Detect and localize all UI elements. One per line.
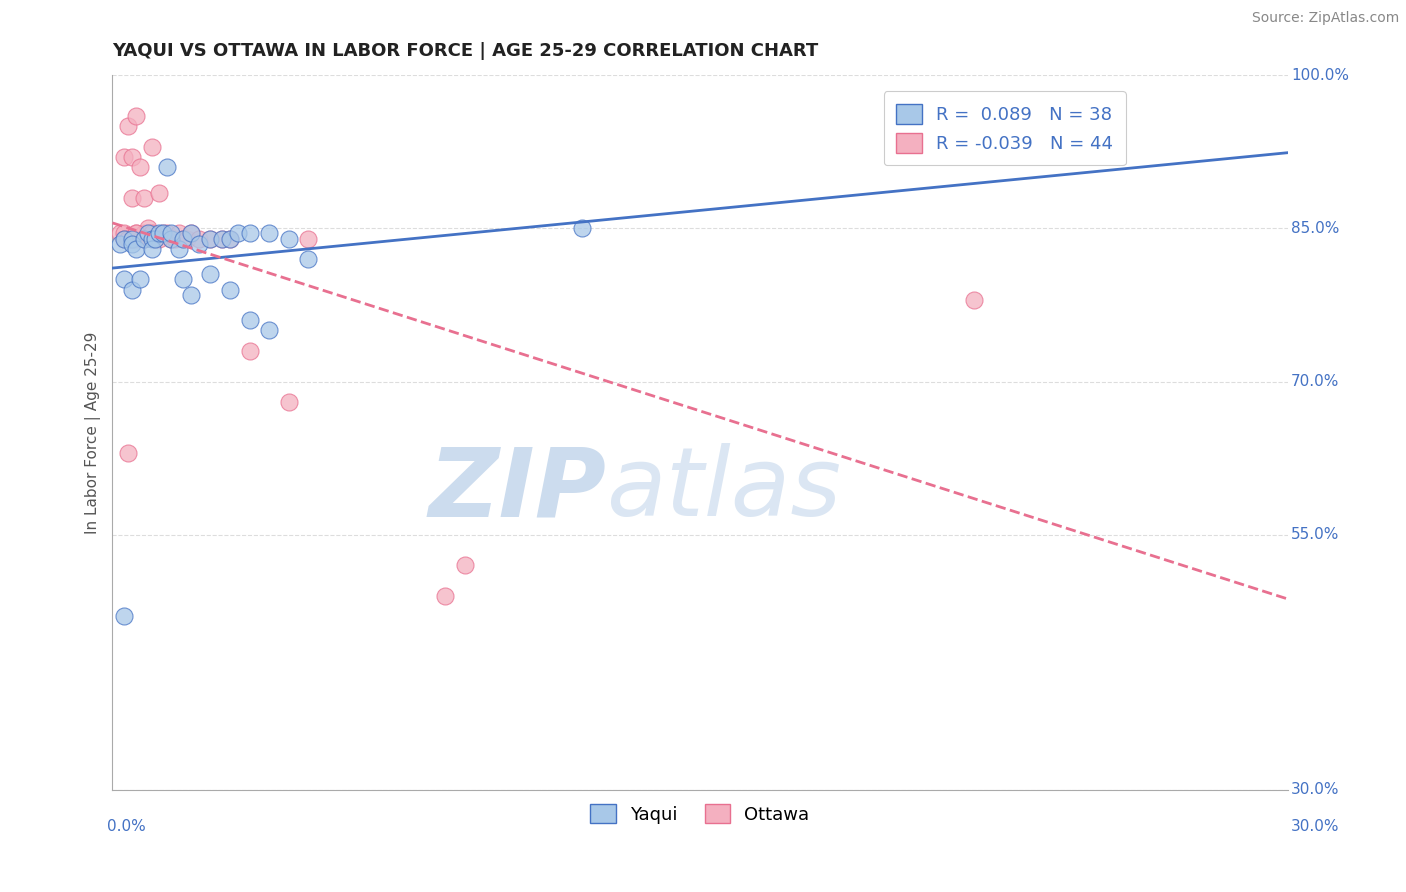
- Point: [180, 227, 202, 241]
- Point: [136, 227, 159, 241]
- Point: [160, 231, 183, 245]
- Point: [112, 150, 135, 164]
- Point: [112, 272, 135, 286]
- Point: [200, 268, 222, 282]
- Point: [152, 227, 174, 241]
- Point: [121, 231, 143, 245]
- Point: [257, 227, 280, 241]
- Point: [277, 231, 299, 245]
- Point: [226, 227, 249, 241]
- Text: 30.0%: 30.0%: [1291, 819, 1340, 833]
- Point: [148, 186, 170, 200]
- Point: [219, 231, 242, 245]
- Text: 30.0%: 30.0%: [1291, 782, 1340, 797]
- Point: [172, 231, 194, 245]
- Point: [112, 231, 135, 245]
- Point: [125, 109, 148, 123]
- Point: [211, 231, 233, 245]
- Point: [238, 343, 260, 358]
- Point: [110, 227, 132, 241]
- Point: [297, 231, 319, 245]
- Point: [156, 227, 179, 241]
- Point: [136, 221, 159, 235]
- Point: [172, 272, 194, 286]
- Point: [187, 236, 209, 251]
- Point: [434, 589, 457, 603]
- Text: 100.0%: 100.0%: [1291, 68, 1350, 83]
- Text: 70.0%: 70.0%: [1291, 374, 1340, 389]
- Point: [117, 446, 139, 460]
- Point: [136, 227, 159, 241]
- Point: [121, 231, 143, 245]
- Point: [148, 231, 170, 245]
- Text: atlas: atlas: [606, 443, 841, 536]
- Point: [571, 221, 593, 235]
- Point: [145, 231, 167, 245]
- Point: [141, 242, 163, 256]
- Point: [257, 323, 280, 337]
- Text: Source: ZipAtlas.com: Source: ZipAtlas.com: [1251, 11, 1399, 25]
- Point: [200, 231, 222, 245]
- Point: [121, 191, 143, 205]
- Point: [128, 272, 150, 286]
- Point: [180, 287, 202, 301]
- Point: [141, 231, 163, 245]
- Point: [121, 231, 143, 245]
- Point: [187, 231, 209, 245]
- Point: [125, 227, 148, 241]
- Point: [141, 227, 163, 241]
- Point: [152, 227, 174, 241]
- Point: [160, 231, 183, 245]
- Text: 85.0%: 85.0%: [1291, 221, 1340, 235]
- Point: [121, 236, 143, 251]
- Point: [156, 160, 179, 174]
- Point: [176, 231, 198, 245]
- Point: [125, 231, 148, 245]
- Point: [125, 227, 148, 241]
- Point: [963, 293, 986, 307]
- Point: [211, 231, 233, 245]
- Point: [160, 227, 183, 241]
- Text: 0.0%: 0.0%: [107, 819, 145, 833]
- Point: [132, 227, 155, 241]
- Text: ZIP: ZIP: [427, 443, 606, 536]
- Point: [121, 283, 143, 297]
- Point: [167, 242, 190, 256]
- Point: [112, 609, 135, 624]
- Point: [112, 231, 135, 245]
- Text: 55.0%: 55.0%: [1291, 527, 1340, 542]
- Point: [219, 231, 242, 245]
- Point: [148, 227, 170, 241]
- Point: [172, 231, 194, 245]
- Point: [145, 231, 167, 245]
- Point: [165, 231, 187, 245]
- Point: [167, 227, 190, 241]
- Y-axis label: In Labor Force | Age 25-29: In Labor Force | Age 25-29: [86, 331, 101, 533]
- Point: [200, 231, 222, 245]
- Legend: Yaqui, Ottawa: Yaqui, Ottawa: [583, 797, 817, 831]
- Point: [112, 227, 135, 241]
- Text: YAQUI VS OTTAWA IN LABOR FORCE | AGE 25-29 CORRELATION CHART: YAQUI VS OTTAWA IN LABOR FORCE | AGE 25-…: [112, 42, 818, 60]
- Point: [454, 558, 477, 573]
- Point: [128, 160, 150, 174]
- Point: [121, 150, 143, 164]
- Point: [117, 120, 139, 134]
- Point: [238, 227, 260, 241]
- Point: [117, 231, 139, 245]
- Point: [132, 231, 155, 245]
- Point: [132, 231, 155, 245]
- Point: [297, 252, 319, 266]
- Point: [180, 227, 202, 241]
- Point: [238, 313, 260, 327]
- Point: [132, 191, 155, 205]
- Point: [219, 283, 242, 297]
- Point: [125, 242, 148, 256]
- Point: [141, 139, 163, 153]
- Point: [110, 236, 132, 251]
- Point: [277, 395, 299, 409]
